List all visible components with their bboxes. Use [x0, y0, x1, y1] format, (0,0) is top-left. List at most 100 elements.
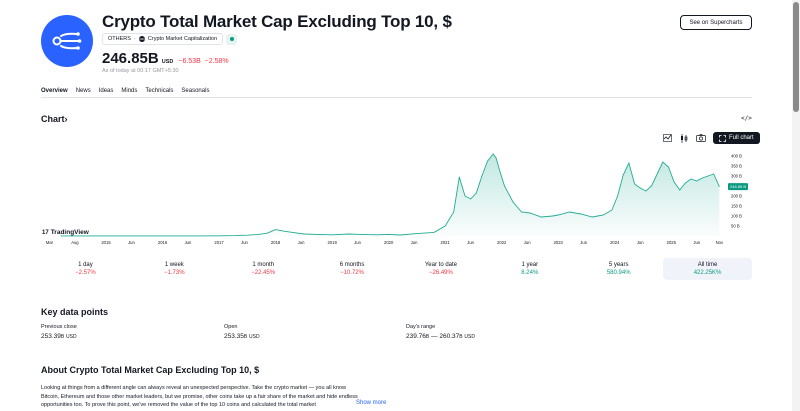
show-more-link[interactable]: Show more — [350, 400, 387, 406]
x-tick-label: Jun — [128, 240, 135, 245]
x-tick-label: 2019 — [327, 240, 337, 245]
data-point — [668, 166, 669, 168]
tab-seasonals[interactable]: Seasonals — [181, 88, 210, 94]
period-change: 8.24% — [521, 270, 539, 276]
tab-ideas[interactable]: Ideas — [98, 88, 114, 94]
x-tick-label: Jun — [693, 240, 700, 245]
data-point — [673, 181, 675, 183]
data-point — [258, 234, 259, 235]
period-change: 422.25K% — [693, 270, 722, 276]
y-tick-label: 350 B — [731, 164, 742, 169]
open-label: Open — [224, 324, 238, 330]
about-line: Looking at things from a different angle… — [41, 385, 346, 391]
page-scrollbar[interactable] — [792, 0, 800, 411]
data-point — [552, 215, 553, 217]
see-on-supercharts-button[interactable]: See on Supercharts — [680, 15, 752, 30]
x-tick-label: Jun — [637, 240, 644, 245]
data-point — [611, 209, 613, 211]
period-change: 580.94% — [606, 270, 631, 276]
data-point — [504, 185, 505, 187]
period-label: 1 week — [164, 262, 184, 268]
price-value: 246.85B — [102, 50, 159, 67]
data-point — [388, 234, 390, 235]
data-point — [475, 192, 477, 194]
period-5-years[interactable]: 5 years 580.94% — [574, 258, 663, 280]
tradingview-mark-icon: 17 — [42, 229, 49, 236]
separator-dot: · — [133, 36, 136, 42]
tab-technicals[interactable]: Technicals — [145, 88, 174, 94]
data-point — [303, 233, 305, 235]
data-point — [348, 233, 350, 235]
data-point — [603, 214, 604, 216]
candles-icon[interactable] — [679, 133, 689, 143]
x-tick-label: Jun — [411, 240, 418, 245]
tab-minds[interactable]: Minds — [121, 88, 138, 94]
tab-news[interactable]: News — [75, 88, 91, 94]
x-tick-label: 2021 — [441, 240, 451, 245]
about-line: Bitcoin, Ethereum and those other market… — [41, 393, 358, 400]
period-1-day[interactable]: 1 day −2.57% — [41, 258, 130, 280]
camera-icon[interactable] — [696, 133, 706, 143]
period-label: 1 day — [78, 262, 93, 268]
data-point — [133, 235, 135, 237]
data-point — [713, 173, 715, 175]
data-point — [540, 216, 542, 218]
data-point — [529, 212, 531, 214]
key-data-title: Key data points — [41, 307, 109, 317]
data-point — [639, 187, 641, 189]
scrollbar-thumb[interactable] — [793, 2, 799, 112]
tradingview-logo: 17 TradingView — [42, 229, 89, 236]
x-tick-label: 2017 — [214, 240, 224, 245]
chart-toolbar: Full chart — [662, 132, 760, 144]
symbol-meta: OTHERS · CMC Crypto Market Capitalizatio… — [102, 33, 238, 45]
x-tick-label: 2023 — [554, 240, 564, 245]
compare-icon[interactable] — [662, 133, 672, 143]
data-point — [634, 183, 635, 185]
period-6-months[interactable]: 6 months −10.72% — [308, 258, 397, 280]
about-line: opportunities too. To prove this point, … — [41, 402, 316, 408]
data-point — [569, 211, 570, 213]
period-label: Year to date — [424, 262, 457, 268]
data-point — [416, 233, 418, 234]
open-price: Open 253.35B USD — [224, 324, 260, 340]
data-point — [685, 182, 686, 184]
embed-code-icon[interactable]: </> — [741, 115, 752, 122]
x-tick-label: Jun — [241, 240, 248, 245]
last-price-badge — [728, 183, 748, 191]
period-change: −26.49% — [429, 270, 453, 276]
symbol-chip[interactable]: OTHERS · CMC Crypto Market Capitalizatio… — [102, 33, 224, 45]
data-point — [651, 185, 652, 187]
x-tick-label: Mar — [46, 240, 54, 245]
data-point — [275, 229, 276, 230]
x-tick-label: 2025 — [667, 240, 677, 245]
about-title: About Crypto Total Market Cap Excluding … — [41, 365, 260, 375]
data-point — [433, 232, 435, 233]
data-point — [105, 235, 107, 237]
data-point — [498, 167, 500, 169]
data-point — [360, 234, 361, 235]
data-point — [218, 235, 220, 237]
data-point — [320, 234, 322, 235]
chart-heading-link[interactable]: Chart› — [41, 114, 68, 124]
as-of-timestamp: As of today at 00:17 GMT+5:30 — [102, 68, 179, 74]
others-logo-icon — [41, 15, 93, 67]
period-all-time[interactable]: All time 422.25K% — [663, 258, 752, 280]
period-1-week[interactable]: 1 week −1.73% — [130, 258, 219, 280]
period-1-month[interactable]: 1 month −22.45% — [219, 258, 308, 280]
page-title: Crypto Total Market Cap Excluding Top 10… — [102, 12, 452, 31]
tabs-divider — [41, 97, 752, 98]
period-year-to-date[interactable]: Year to date −26.49% — [397, 258, 486, 280]
data-point — [521, 211, 522, 213]
previous-close-label: Previous close — [41, 324, 77, 330]
x-tick-label: 2016 — [158, 240, 168, 245]
period-1-year[interactable]: 1 year 8.24% — [485, 258, 574, 280]
data-point — [246, 234, 248, 236]
price-change: −6.53B −2.58% — [178, 58, 229, 65]
x-tick-label: Nov — [716, 240, 724, 245]
x-tick-label: 2024 — [610, 240, 620, 245]
market-status-icon[interactable] — [226, 33, 238, 45]
full-chart-button[interactable]: Full chart — [713, 132, 760, 144]
period-change: −10.72% — [340, 270, 364, 276]
open-value: 253.35B USD — [224, 333, 260, 340]
